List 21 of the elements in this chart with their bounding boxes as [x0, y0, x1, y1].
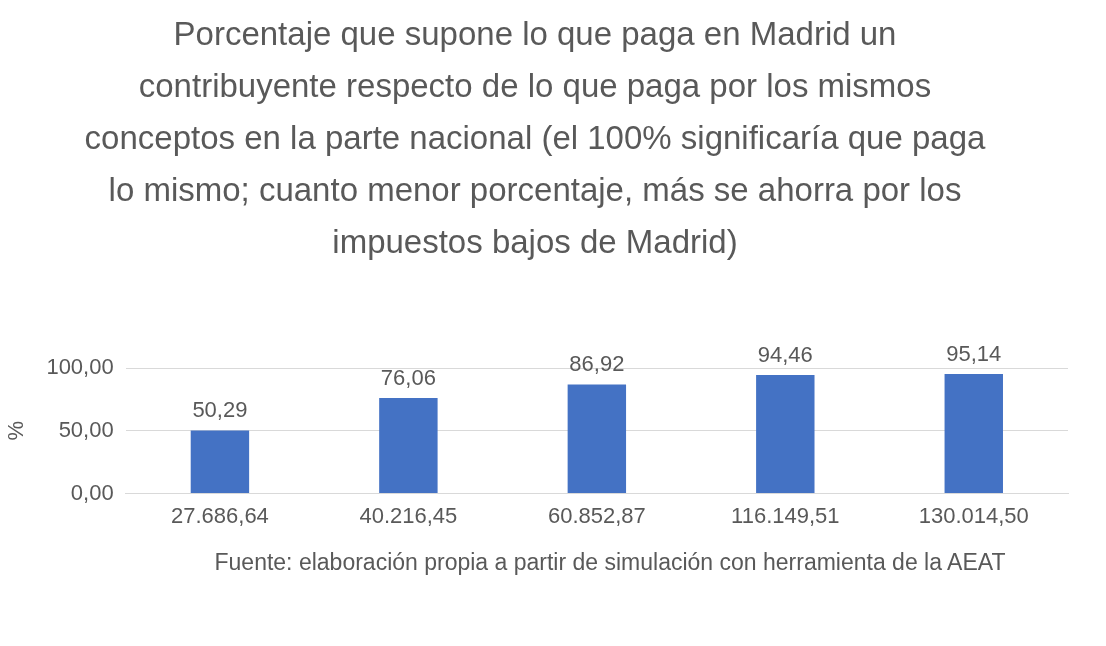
bar [379, 398, 438, 494]
data-label: 94,46 [757, 342, 813, 368]
bar [756, 374, 815, 494]
x-tick-label: 27.686,64 [170, 502, 269, 528]
bar [567, 384, 627, 494]
x-tick-label: 130.014,50 [918, 502, 1029, 528]
y-axis-title: % [3, 421, 29, 441]
x-tick-label: 40.216,45 [359, 502, 458, 528]
bar [944, 374, 1003, 494]
data-label: 76,06 [380, 365, 436, 391]
x-tick-label: 60.852,87 [547, 502, 646, 528]
data-label: 86,92 [569, 351, 625, 377]
data-label: 50,29 [192, 397, 248, 423]
y-tick-label: 100,00 [46, 354, 114, 380]
y-tick-label: 0,00 [70, 479, 114, 505]
chart-title: Porcentaje que supone lo que paga en Madrid un contribuyente respecto de lo que paga por los mismos conceptos en la parte nacional (el 100% significaría que paga lo mismo; cuanto menor porcentaje, más se ahorra por los impuestos bajos de Madrid) [83, 14, 987, 262]
x-tick-label: 116.149,51 [731, 502, 840, 528]
data-label: 95,14 [946, 341, 1002, 367]
bar [190, 430, 250, 494]
x-axis-title: Fuente: elaboración propia a partir de simulación con herramienta de la AEAT [213, 548, 1007, 577]
y-tick-label: 50,00 [58, 416, 114, 442]
